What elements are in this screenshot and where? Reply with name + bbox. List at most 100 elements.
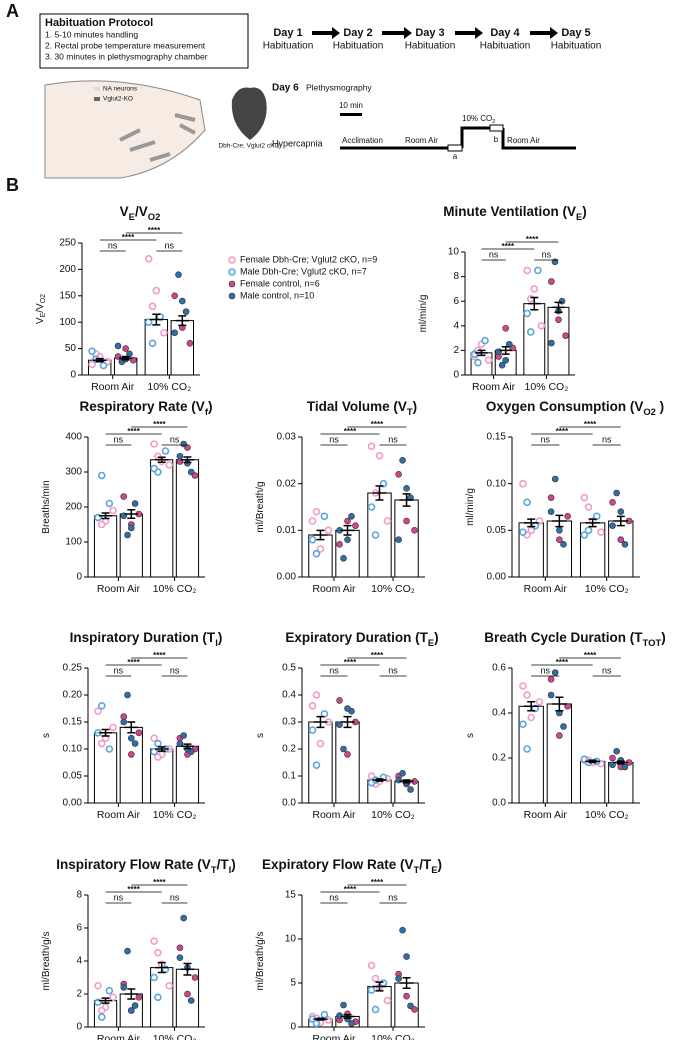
data-point xyxy=(120,493,128,500)
chart-title: Inspiratory Flow Rate (VT/TI) xyxy=(56,857,235,876)
data-point xyxy=(312,761,321,770)
chart-title: Inspiratory Duration (TI) xyxy=(70,630,223,649)
protocol-item: 1. 5-10 minutes handling xyxy=(45,29,138,39)
y-axis-label: ml/min/g xyxy=(418,295,429,333)
data-point xyxy=(180,440,187,448)
text-part: O2 xyxy=(643,407,656,418)
data-point xyxy=(94,707,102,716)
legend-marker xyxy=(228,292,236,300)
text-part: Respiratory Rate (V xyxy=(80,399,205,414)
data-point xyxy=(519,479,527,488)
sig-label: **** xyxy=(127,427,140,436)
error-bar xyxy=(399,976,414,990)
error-bar xyxy=(313,529,328,541)
sig-label: **** xyxy=(584,420,597,429)
error-bar xyxy=(613,515,629,527)
data-point xyxy=(395,536,402,543)
bar xyxy=(579,760,606,804)
x-tick-label: 10% CO₂ xyxy=(147,381,191,393)
data-point xyxy=(403,485,410,492)
data-point xyxy=(526,294,535,303)
data-point xyxy=(148,339,157,348)
data-point xyxy=(519,682,527,690)
text-part: Tidal Volume (V xyxy=(307,399,407,414)
data-point xyxy=(367,778,376,787)
data-point xyxy=(180,732,187,739)
error-bar xyxy=(98,997,113,1004)
sample-a xyxy=(447,144,463,152)
sig-label: **** xyxy=(344,885,357,894)
data-point xyxy=(152,286,161,295)
error-bar xyxy=(124,721,138,734)
data-point xyxy=(584,526,593,535)
sig-label: **** xyxy=(371,878,384,887)
error-bar xyxy=(340,524,355,536)
bar xyxy=(150,459,174,578)
sig-label: ns xyxy=(108,240,118,250)
chart: Expiratory Flow Rate (VT/TE) ml/Breath/g/… xyxy=(255,857,442,1040)
data-point xyxy=(383,996,392,1005)
data-point xyxy=(556,527,563,534)
text-part: ) xyxy=(582,204,587,219)
sig-label: ns xyxy=(388,665,398,675)
data-point xyxy=(621,763,629,771)
y-tick-label: 0.15 xyxy=(487,432,507,443)
data-point xyxy=(176,740,184,747)
data-point xyxy=(182,308,190,315)
y-axis-label: VE/VO2 xyxy=(35,294,48,324)
y-axis-label: s xyxy=(255,733,266,738)
protocol-box xyxy=(39,13,249,69)
data-point xyxy=(495,348,502,355)
data-point xyxy=(176,954,184,962)
data-point xyxy=(344,536,351,543)
y-tick-label: 0.05 xyxy=(63,771,83,782)
panel-label: A xyxy=(6,1,19,21)
data-point xyxy=(523,498,531,507)
x-tick-label: 10% CO₂ xyxy=(153,583,197,595)
sig-label: ns xyxy=(114,665,124,675)
error-bar xyxy=(552,514,567,528)
error-bar xyxy=(124,509,138,519)
y-tick-label: 2 xyxy=(453,345,459,356)
error-bar xyxy=(180,743,195,750)
data-point xyxy=(308,726,317,734)
data-point xyxy=(580,493,589,502)
sig-label: **** xyxy=(148,226,161,235)
data-point xyxy=(150,973,158,982)
x-tick-label: Room Air xyxy=(312,809,356,821)
text-part: 10% CO xyxy=(462,114,492,123)
data-point xyxy=(403,992,410,1000)
text-part: Oxygen Consumption (V xyxy=(486,399,644,414)
panel-label: B xyxy=(6,175,19,195)
text-part: s xyxy=(255,733,266,738)
data-point xyxy=(308,517,317,525)
data-point xyxy=(312,691,321,699)
data-point xyxy=(109,723,117,732)
text-part: I xyxy=(229,865,232,876)
data-point xyxy=(144,318,153,327)
mouse-label: Dbh-Cre; Vglut2 cKO xyxy=(218,143,279,150)
protocol-item: 3. 30 minutes in plethysmography chamber xyxy=(45,51,208,61)
brain-legend: NA neurons xyxy=(103,86,138,93)
data-point xyxy=(184,990,191,998)
bar xyxy=(546,703,573,804)
sig-label: **** xyxy=(584,651,597,660)
data-point xyxy=(122,345,129,352)
data-point xyxy=(502,356,510,364)
sig-label: ns xyxy=(388,892,398,902)
chart-title: Respiratory Rate (Vf) xyxy=(80,399,213,418)
error-bar xyxy=(399,493,414,507)
x-tick-label: 10% CO₂ xyxy=(371,1033,415,1040)
data-point xyxy=(154,739,162,748)
text-part: E xyxy=(40,312,47,317)
data-point xyxy=(348,1020,355,1027)
data-point xyxy=(613,489,620,497)
data-point xyxy=(367,961,376,970)
text-part: /V xyxy=(135,204,148,219)
y-tick-label: 0.15 xyxy=(63,717,83,728)
data-point xyxy=(352,522,359,529)
data-point xyxy=(97,471,106,480)
text-part: ) xyxy=(218,630,223,645)
chart: Minute Ventilation (VE) ml/min/g 0 2 4 6 8 10 Ro… xyxy=(418,204,587,393)
data-point xyxy=(97,520,106,529)
